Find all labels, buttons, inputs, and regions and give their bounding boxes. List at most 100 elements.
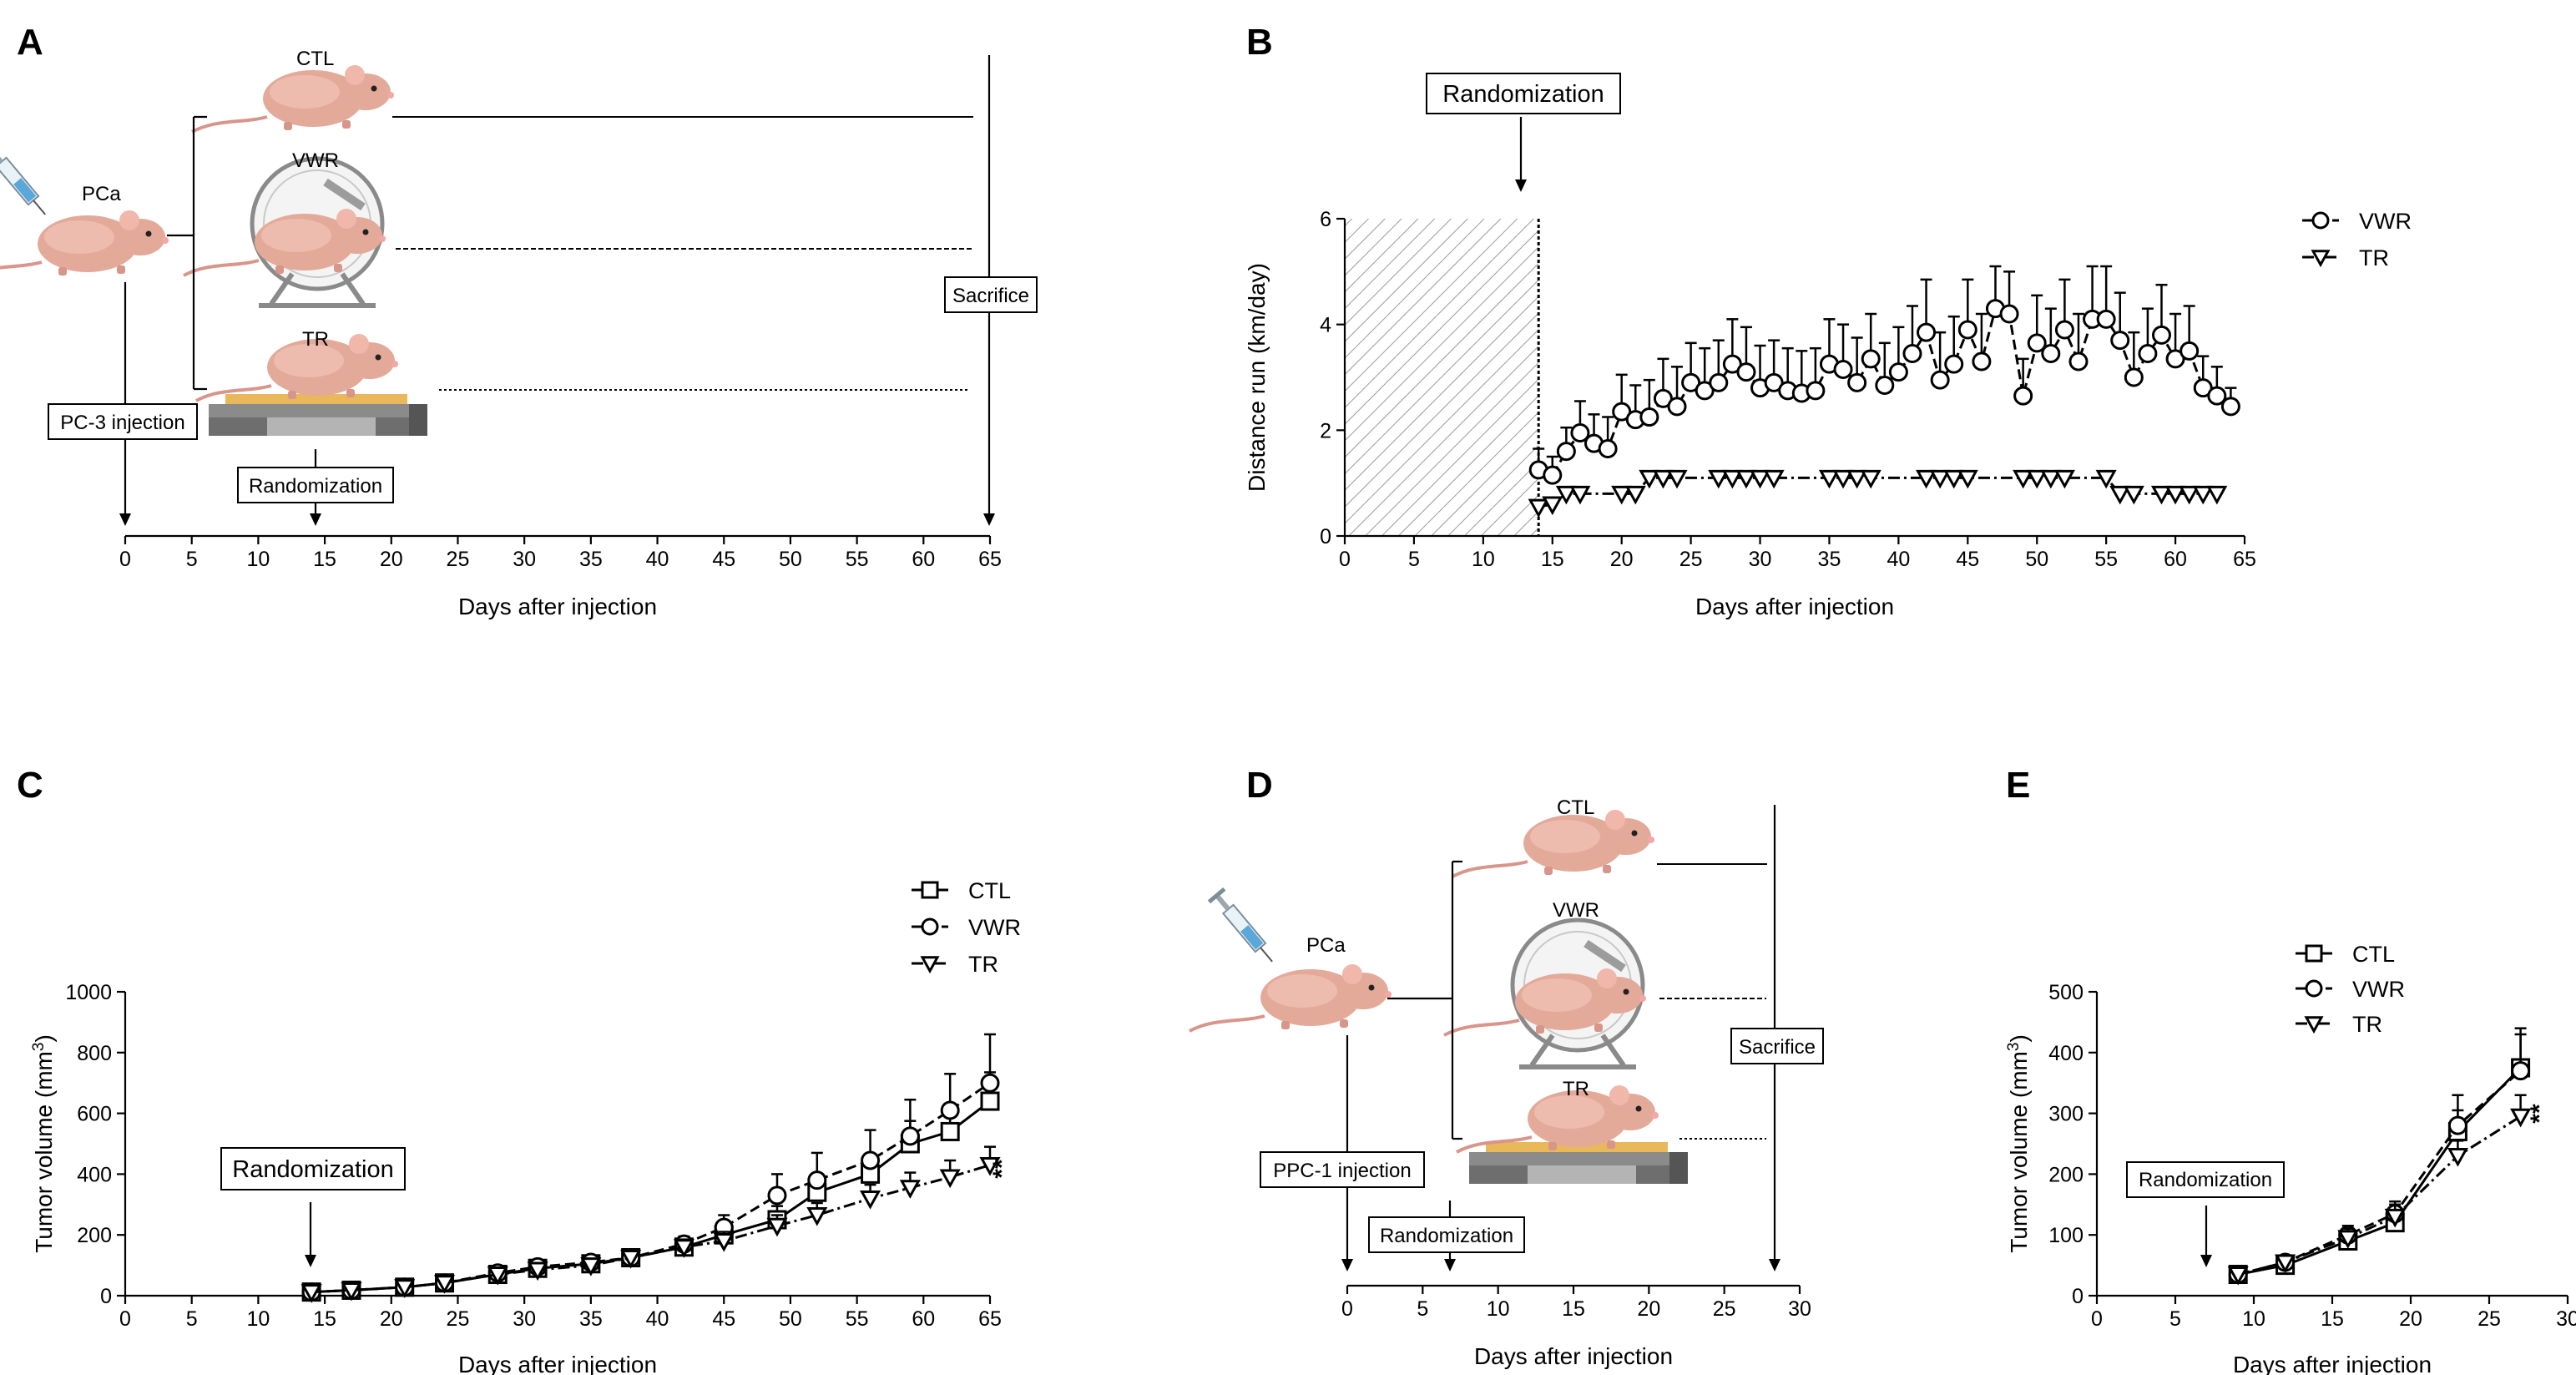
randomization-box (220, 1147, 406, 1190)
x-tick-label: 15 (1541, 548, 1564, 571)
x-tick-label: 10 (246, 1307, 270, 1331)
x-tick-label: 20 (1637, 1297, 1660, 1321)
data-point-tr (1555, 485, 1577, 505)
x-tick-label: 30 (1788, 1297, 1811, 1321)
y-tick-label: 400 (77, 1163, 112, 1186)
data-point-tr (2164, 485, 2186, 505)
x-tick-label: 50 (2025, 548, 2048, 571)
data-point-vwr (2068, 351, 2089, 372)
series-line-tr (2237, 1115, 2522, 1276)
panel-d: D PCa CTL VWR TR Sacrifice PPC-1 injecti… (1188, 765, 1824, 1369)
injection-arrowhead (119, 513, 131, 526)
data-point-tr (2123, 485, 2144, 505)
x-tick-label: 25 (447, 548, 470, 571)
data-point-vwr (1695, 381, 1715, 401)
panel-a: A PCa CTL VWR TR Sacrifice PC-3 injectio… (0, 22, 1038, 619)
x-tick-label: 0 (1341, 1297, 1353, 1321)
data-point-vwr (1875, 376, 1895, 395)
data-point-vwr (2193, 378, 2213, 398)
injection-label: PC-3 injection (60, 412, 184, 434)
data-point-vwr (1930, 370, 1950, 390)
data-point-vwr (1736, 362, 1756, 382)
data-point-vwr (1681, 372, 1701, 392)
x-tick-label: 45 (712, 548, 735, 571)
x-tick-label: 5 (186, 548, 198, 571)
x-tick-label: 15 (2321, 1307, 2344, 1331)
x-tick-label: 40 (1887, 548, 1910, 571)
panel-b-data (1528, 265, 2240, 518)
panel-b-legend: VWR TR (2302, 209, 2412, 270)
series-line-ctl (311, 1099, 991, 1294)
injection-label: PPC-1 injection (1273, 1160, 1411, 1182)
data-point-vwr (2096, 309, 2116, 329)
data-point-tr (2013, 469, 2034, 489)
data-point-vwr (1847, 372, 1867, 392)
data-point-vwr (861, 1150, 881, 1170)
data-point-vwr (1902, 344, 1922, 363)
data-point-tr (860, 1190, 881, 1210)
y-axis-label: Distance run (km/day) (1244, 263, 1270, 492)
data-point-tr (2337, 1230, 2359, 1249)
data-point-vwr (1861, 349, 1881, 369)
data-point-tr (1957, 469, 1978, 489)
x-tick-label: 20 (2399, 1307, 2422, 1331)
data-point-tr (1611, 485, 1633, 505)
data-point-tr (1624, 485, 1646, 505)
x-tick-label: 55 (846, 548, 869, 571)
x-tick-label: 20 (380, 1307, 403, 1331)
x-tick-label: 20 (1610, 548, 1634, 571)
data-point-vwr (1957, 320, 1977, 340)
sacrifice-box (944, 276, 1038, 313)
y-tick-label: 500 (2048, 981, 2084, 1004)
legend-label-tr: TR (2359, 245, 2389, 270)
sacrifice-arrowhead (983, 513, 995, 526)
randomization-arrowhead (1444, 1259, 1456, 1271)
data-point-tr (394, 1279, 416, 1298)
panel-c-data (301, 1033, 1001, 1303)
data-point-tr (1943, 469, 1965, 489)
data-point-tr (1860, 469, 1881, 489)
data-point-tr (2206, 485, 2228, 505)
data-point-tr (979, 1156, 1001, 1176)
panel-letter-d: D (1246, 765, 1273, 806)
data-point-tr (766, 1217, 788, 1237)
data-point-vwr (2179, 341, 2200, 361)
legend-label-vwr: VWR (2359, 209, 2412, 234)
ctl-mouse-icon (1451, 808, 1656, 878)
randomization-arrowhead (305, 1255, 316, 1267)
series-line-vwr (311, 1081, 991, 1294)
data-point-vwr (2165, 349, 2185, 369)
x-tick-label: 10 (2242, 1307, 2265, 1331)
x-tick-label: 15 (1562, 1297, 1585, 1321)
data-point-tr (2026, 469, 2048, 489)
data-point-vwr (807, 1170, 827, 1190)
randomization-arrowhead (310, 513, 321, 526)
data-point-vwr (1972, 351, 1992, 372)
y-tick-label: 300 (2048, 1103, 2084, 1126)
group-label-vwr: VWR (1553, 899, 1599, 922)
group-bracket (1387, 860, 1462, 1140)
data-point-vwr (2041, 344, 2061, 363)
data-point-vwr (2054, 320, 2074, 340)
panel-letter-c: C (17, 765, 43, 806)
treadmill-icon (209, 394, 427, 436)
x-axis-label: Days after injection (458, 594, 657, 619)
pca-mouse-icon (0, 209, 170, 279)
data-point-vwr (1888, 362, 1908, 382)
x-tick-label: 0 (119, 548, 131, 571)
randomization-arrowhead (1515, 179, 1527, 192)
x-tick-label: 5 (1417, 1297, 1428, 1321)
legend-marker-vwr (2305, 979, 2323, 998)
y-tick-label: 800 (77, 1042, 112, 1065)
y-axis-label-superscript: 3 (30, 1043, 48, 1052)
significance-marker: ** (988, 1159, 1016, 1179)
data-point-tr (1652, 469, 1674, 489)
panel-c: C Randomization 0 5 10 15 20 25 30 35 40 45 50 55 60… (17, 765, 1021, 1375)
x-tick-label: 25 (447, 1307, 470, 1331)
data-point-vwr (1612, 402, 1632, 422)
panel-a-axis: 0 5 10 15 20 25 30 35 40 45 50 55 60 65 Days after inj… (119, 534, 1002, 619)
group-label-tr: TR (302, 328, 329, 351)
data-point-vwr (2220, 397, 2240, 417)
legend-label-ctl: CTL (968, 878, 1011, 903)
